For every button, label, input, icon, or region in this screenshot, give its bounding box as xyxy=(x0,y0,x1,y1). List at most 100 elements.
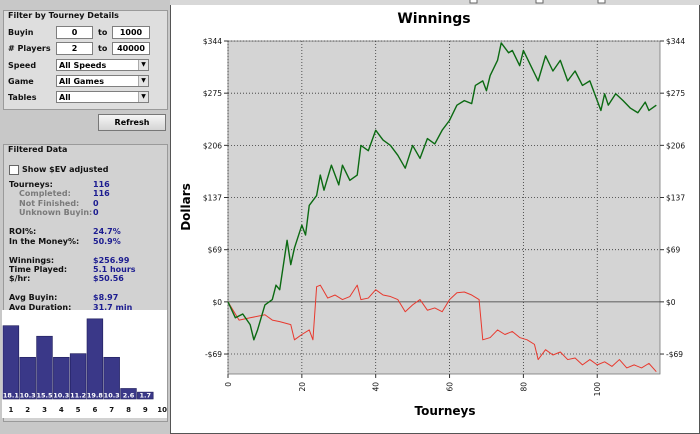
category-label: 2 xyxy=(25,406,30,414)
y-tick-label: -$69 xyxy=(666,350,683,359)
toolbar-strip xyxy=(170,0,700,5)
histogram-bar xyxy=(103,356,120,400)
text-input[interactable]: 0 xyxy=(56,26,93,39)
stat-value: $8.97 xyxy=(93,293,119,303)
bar-value-label: 11.2 xyxy=(70,392,86,400)
dropdown[interactable]: All Speeds ▼ xyxy=(56,59,149,71)
text-input[interactable]: 40000 xyxy=(112,42,150,55)
checkbox[interactable] xyxy=(9,165,19,175)
bar-value-label: 1.7 xyxy=(140,392,152,400)
checkbox[interactable] xyxy=(535,0,544,4)
stat-label: Unknown Buyin: xyxy=(19,208,93,218)
stat-label: Tourneys: xyxy=(9,180,53,189)
checkbox-label: Show $EV adjusted xyxy=(22,165,109,174)
y-axis-label: Dollars xyxy=(179,183,193,231)
bar-value-label: 18.1 xyxy=(3,392,20,400)
text-input[interactable]: 1000 xyxy=(112,26,150,39)
category-label: 7 xyxy=(109,406,114,414)
stat-label: Winnings: xyxy=(9,255,55,265)
stat-value: 5.1 hours xyxy=(93,265,136,274)
x-tick-label: 100 xyxy=(593,382,602,397)
category-label: 6 xyxy=(92,406,97,414)
y-tick-label: $275 xyxy=(666,89,685,98)
field-label: to xyxy=(98,44,108,53)
stat-value: 116 xyxy=(93,180,110,189)
checkbox[interactable] xyxy=(597,0,606,4)
chart: Winnings Tourneys Dollars -$69 -$69 $0 $0 $6… xyxy=(170,0,700,434)
x-tick-label: 60 xyxy=(446,382,455,392)
y-tick-label: $206 xyxy=(666,141,685,150)
bar-value-label: 2.6 xyxy=(123,392,135,400)
stat-value: 116 xyxy=(93,189,110,199)
histogram-bar xyxy=(137,391,154,400)
x-tick-label: 20 xyxy=(298,382,307,392)
category-label: 10 xyxy=(157,406,167,414)
series-line xyxy=(227,284,657,373)
histogram-bar xyxy=(69,353,87,400)
y-tick-label: $344 xyxy=(203,37,222,46)
category-label: 9 xyxy=(143,406,148,414)
histogram-bar xyxy=(36,335,53,400)
x-tick-label: 0 xyxy=(224,382,233,387)
histogram-bar xyxy=(53,356,70,400)
category-label: 8 xyxy=(126,406,131,414)
dropdown[interactable]: All ▼ xyxy=(56,91,149,103)
y-tick-label: -$69 xyxy=(205,350,222,359)
histogram-bar xyxy=(86,318,104,400)
stat-label: Not Finished: xyxy=(19,198,80,208)
stat-label: Avg Buyin: xyxy=(9,293,58,303)
category-label: 4 xyxy=(59,406,64,414)
series-line xyxy=(227,42,657,341)
bar-value-label: 10.3 xyxy=(53,392,69,400)
dropdown-arrow[interactable]: ▼ xyxy=(138,92,148,102)
bar-value-label: 19.8 xyxy=(87,392,104,400)
dropdown-arrow[interactable]: ▼ xyxy=(138,76,148,86)
group-title: Filter by Tourney Details xyxy=(8,11,119,20)
stat-value: $50.56 xyxy=(93,274,124,284)
dropdown-arrow[interactable]: ▼ xyxy=(138,60,148,70)
field-label: to xyxy=(98,28,108,37)
y-tick-label: $206 xyxy=(203,141,222,150)
field-label: Speed xyxy=(8,61,37,70)
y-tick-label: $0 xyxy=(212,298,222,307)
stat-label: In the Money%: xyxy=(9,236,80,246)
field-label: Tables xyxy=(8,93,37,102)
histogram-bar xyxy=(120,388,137,400)
category-label: 1 xyxy=(8,406,13,414)
bar-value-label: 10.3 xyxy=(20,392,36,400)
chart-title: Winnings xyxy=(397,11,470,27)
y-tick-label: $137 xyxy=(203,194,222,203)
refresh-button[interactable]: Refresh xyxy=(98,114,166,131)
side-panel: Filter by Tourney Details Buyin 0 to 100… xyxy=(0,0,170,434)
bar-value-label: 10.3 xyxy=(104,392,120,400)
histogram-bar xyxy=(2,325,20,400)
x-tick-label: 80 xyxy=(519,382,528,392)
dropdown[interactable]: All Games ▼ xyxy=(56,75,149,87)
stat-label: Time Played: xyxy=(9,265,68,274)
category-label: 5 xyxy=(76,406,81,414)
stat-value: 24.7% xyxy=(93,227,121,237)
y-tick-label: $275 xyxy=(203,89,222,98)
histogram-bar xyxy=(19,356,36,400)
y-tick-label: $137 xyxy=(666,194,685,203)
stat-label: Avg Duration: xyxy=(9,302,72,312)
y-tick-label: $69 xyxy=(666,246,681,255)
field-label: Game xyxy=(8,77,34,86)
y-tick-label: $69 xyxy=(208,246,223,255)
x-tick-label: 40 xyxy=(372,382,381,392)
field-label: Buyin xyxy=(8,28,34,37)
stat-value: 31.7 min xyxy=(93,302,133,312)
x-axis-label: Tourneys xyxy=(415,404,476,418)
stat-value: 0 xyxy=(93,198,99,208)
y-tick-label: $0 xyxy=(666,298,676,307)
stat-value: 50.9% xyxy=(93,236,121,246)
histogram: 18.1 1 10.3 2 15.5 3 10.3 4 11.2 5 19.8 6 10.3 7 2.6 8 1… xyxy=(2,310,167,418)
text-input[interactable]: 2 xyxy=(56,42,93,55)
stat-value: $256.99 xyxy=(93,255,130,265)
stat-label: $/hr: xyxy=(9,274,31,284)
checkbox[interactable] xyxy=(469,0,478,4)
stat-label: ROI%: xyxy=(9,227,37,237)
stat-value: 0 xyxy=(93,208,99,218)
category-label: 3 xyxy=(42,406,47,414)
